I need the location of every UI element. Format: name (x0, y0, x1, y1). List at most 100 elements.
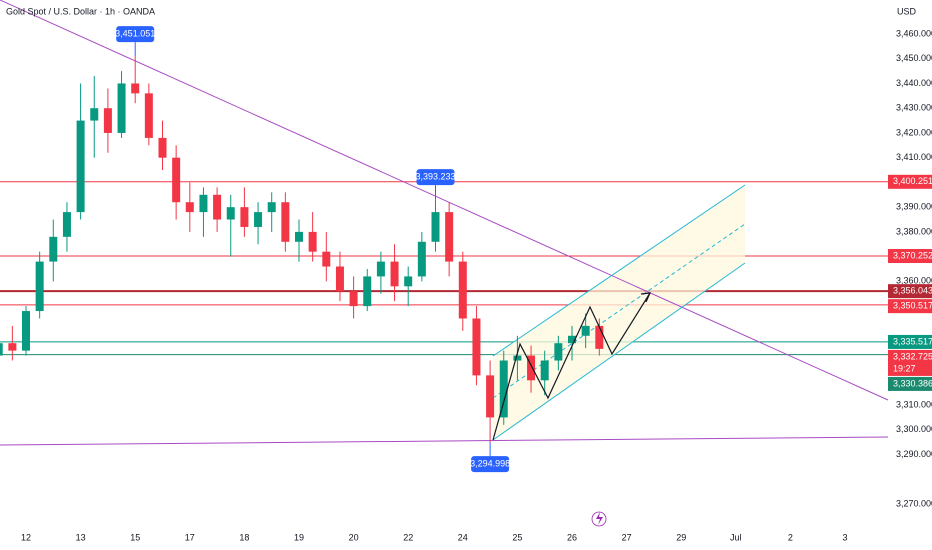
price-box-label: 3,400.251 (893, 176, 932, 186)
candle-body (595, 325, 604, 349)
candle-body (417, 241, 426, 277)
callout-box (416, 169, 455, 186)
candle-body (390, 261, 399, 287)
price-box (888, 299, 932, 314)
candle-body (240, 207, 249, 227)
candle-body (581, 325, 590, 336)
projection-path (492, 292, 651, 441)
candle-body (172, 157, 181, 203)
price-box-label: 3,356.043 (893, 286, 932, 296)
callout-box (471, 456, 510, 473)
y-tick-label: 3,420.000 (896, 127, 932, 137)
x-tick-label: 20 (349, 532, 359, 542)
candle-body (131, 83, 140, 94)
x-tick-label: 17 (185, 532, 195, 542)
x-tick-label: 19 (294, 532, 304, 542)
candle-body (62, 212, 71, 237)
y-tick-label: 3,430.000 (896, 103, 932, 113)
x-tick-label: 18 (239, 532, 249, 542)
price-box-label: 3,370.252 (893, 250, 932, 260)
price-box (888, 376, 932, 391)
candle-body (540, 360, 549, 381)
x-tick-label: 25 (512, 532, 522, 542)
annotations: 3,451.051 3,393.233 3,294.998 (115, 26, 510, 473)
candle-body (254, 212, 263, 227)
level-lines (0, 181, 888, 356)
candle-body (404, 276, 413, 287)
y-tick-label: 3,410.000 (896, 152, 932, 162)
trend-line (0, 0, 889, 401)
x-tick-label: 2 (788, 532, 793, 542)
candle-body (35, 261, 44, 312)
candle-body (335, 266, 344, 292)
candle-body (117, 83, 126, 133)
candle-body (431, 212, 440, 242)
callout-box (116, 26, 155, 43)
x-tick-label: 24 (458, 532, 468, 542)
candle-body (308, 231, 317, 252)
y-tick-label: 3,270.000 (896, 498, 932, 508)
candle-body (363, 276, 372, 307)
candle-body (486, 375, 495, 418)
candle-body (76, 120, 85, 213)
y-tick-label: 3,460.000 (896, 28, 932, 38)
y-tick-label: 3,450.000 (896, 53, 932, 63)
event-icon-ring[interactable] (591, 511, 607, 527)
candle-body (527, 355, 536, 381)
price-box (888, 334, 932, 349)
candle-body (472, 318, 481, 376)
channel-upper (492, 184, 746, 357)
candle-body (22, 311, 30, 351)
candle-body (322, 251, 331, 267)
callout-label: 3,294.998 (470, 459, 510, 469)
candle-body (499, 360, 508, 418)
x-tick-label: 22 (403, 532, 413, 542)
candle-body (144, 93, 153, 138)
candle-body (226, 207, 235, 220)
x-tick-label: 15 (130, 532, 140, 542)
x-tick-label: Jul (730, 532, 742, 542)
price-box-label: 3,332.725 (893, 351, 932, 361)
candle-body (445, 212, 454, 262)
callout-label: 3,451.051 (115, 29, 155, 39)
countdown: 19:27 (893, 363, 916, 373)
candle-body (90, 108, 99, 121)
currency: USD (897, 6, 917, 16)
candle-body (376, 261, 385, 277)
candle-body (458, 261, 467, 319)
candle-body (568, 335, 576, 344)
candle-body (554, 343, 563, 361)
candle-body (185, 202, 194, 213)
y-tick-label: 3,380.000 (896, 226, 932, 236)
candles (0, 56, 604, 443)
candle-body (281, 202, 290, 242)
support-line (0, 436, 889, 446)
candle-body (349, 291, 358, 307)
price-box-label: 3,350.517 (893, 301, 932, 311)
price-box-label: 3,335.517 (893, 336, 932, 346)
candle-body (158, 137, 167, 158)
y-tick-label: 3,310.000 (896, 399, 932, 409)
y-tick-label: 3,290.000 (896, 449, 932, 459)
price-box-label: 3,330.386 (893, 378, 932, 388)
channel-lower (492, 262, 746, 441)
candle-body (213, 194, 222, 220)
y-tick-label: 3,440.000 (896, 78, 932, 88)
candle-body (513, 355, 522, 361)
price-box (888, 284, 932, 299)
candle-body (267, 202, 276, 213)
candle-body (199, 194, 208, 213)
projection-arrow (640, 292, 651, 303)
x-tick-label: 29 (676, 532, 686, 542)
candle-body (295, 231, 303, 242)
candle-body (49, 236, 58, 262)
y-tick-label: 3,300.000 (896, 424, 932, 434)
x-tick-label: 13 (76, 532, 86, 542)
x-tick-label: 26 (567, 532, 577, 542)
x-tick-label: 3 (842, 532, 847, 542)
candle-body (0, 343, 3, 356)
x-tick-label: 27 (622, 532, 632, 542)
event-icon[interactable] (596, 512, 603, 525)
candle-body (103, 108, 112, 133)
price-axis: 3,460.000 3,450.000 3,440.000 3,430.000 3,42… (21, 28, 932, 542)
